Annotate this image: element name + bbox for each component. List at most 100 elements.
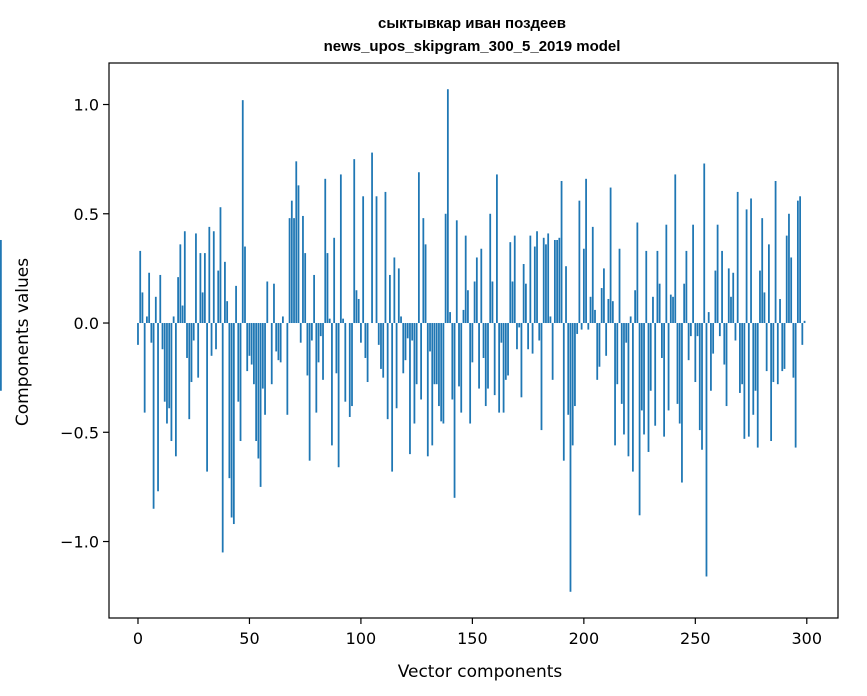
bar [166, 323, 168, 424]
bar [790, 257, 793, 324]
bar [696, 323, 699, 337]
bar [652, 296, 654, 324]
bar [244, 246, 246, 324]
bar [556, 239, 558, 324]
bar [681, 323, 683, 483]
bar [792, 323, 795, 378]
bar [727, 268, 730, 324]
bar [208, 226, 211, 324]
bar [188, 323, 191, 420]
bar [594, 309, 596, 324]
bar [360, 323, 362, 343]
bar [540, 323, 543, 431]
x-tick-label: 50 [239, 629, 259, 648]
bar [598, 323, 601, 367]
bar [558, 237, 561, 324]
bar [467, 290, 469, 324]
bar [779, 298, 781, 324]
x-axis-label: Vector components [398, 662, 563, 682]
bar [154, 296, 157, 324]
bar [195, 233, 197, 324]
bar [406, 323, 409, 339]
bar [754, 323, 757, 391]
y-axis-label: Components values [13, 258, 33, 426]
bar [431, 323, 434, 446]
bar [596, 323, 599, 380]
bar [451, 323, 454, 400]
bar [157, 323, 159, 492]
bar [529, 235, 532, 324]
bar [578, 200, 581, 324]
bar [656, 250, 659, 324]
bar [290, 200, 293, 324]
bar [571, 323, 574, 446]
bar [618, 248, 621, 324]
bar [273, 283, 275, 324]
bar [705, 323, 708, 577]
x-tick-label: 150 [457, 629, 488, 648]
bar [734, 323, 737, 341]
bar [582, 248, 585, 324]
bar [221, 323, 224, 553]
bar [625, 323, 628, 343]
x-tick-label: 100 [346, 629, 377, 648]
bar [698, 323, 701, 431]
bar [759, 270, 761, 324]
bar [799, 196, 801, 324]
bar [640, 323, 643, 411]
bar [230, 323, 233, 518]
bar [310, 323, 313, 341]
bar [660, 323, 663, 358]
bar [366, 323, 369, 383]
bar [687, 323, 690, 361]
bar [183, 231, 186, 324]
bar [239, 323, 242, 442]
bar [377, 323, 380, 345]
bar [473, 281, 476, 324]
bar [549, 316, 552, 324]
bar [763, 292, 766, 324]
bar [645, 250, 648, 324]
bar [455, 220, 458, 324]
bar [453, 323, 456, 498]
bar [801, 323, 804, 345]
bar [270, 323, 273, 385]
bar [259, 323, 262, 487]
bar [605, 323, 608, 356]
x-tick-label: 0 [133, 629, 143, 648]
bar [362, 196, 365, 324]
bar [565, 266, 567, 324]
bar [174, 323, 177, 457]
bar [647, 323, 650, 452]
bar [237, 323, 240, 402]
bar [756, 323, 759, 448]
bar [718, 323, 721, 337]
bar [627, 323, 630, 457]
bar [498, 323, 501, 413]
bar [509, 242, 512, 324]
bar [741, 323, 744, 385]
bar [0, 323, 2, 391]
bar [382, 323, 385, 378]
bar [212, 231, 215, 324]
bar [765, 323, 768, 372]
bar [458, 323, 460, 387]
bar [562, 323, 565, 461]
bar [389, 274, 391, 324]
bar [703, 163, 706, 324]
x-tick-label: 200 [569, 629, 600, 648]
bar [146, 316, 148, 324]
bar [538, 323, 541, 341]
bar [422, 218, 425, 324]
bar [743, 323, 746, 439]
bar [319, 323, 322, 337]
bar [658, 283, 661, 324]
bar [600, 288, 603, 324]
bar [333, 237, 336, 324]
bar [315, 323, 318, 413]
bar [739, 323, 741, 393]
bar [788, 213, 790, 324]
bar [409, 323, 411, 455]
bar [667, 323, 670, 411]
